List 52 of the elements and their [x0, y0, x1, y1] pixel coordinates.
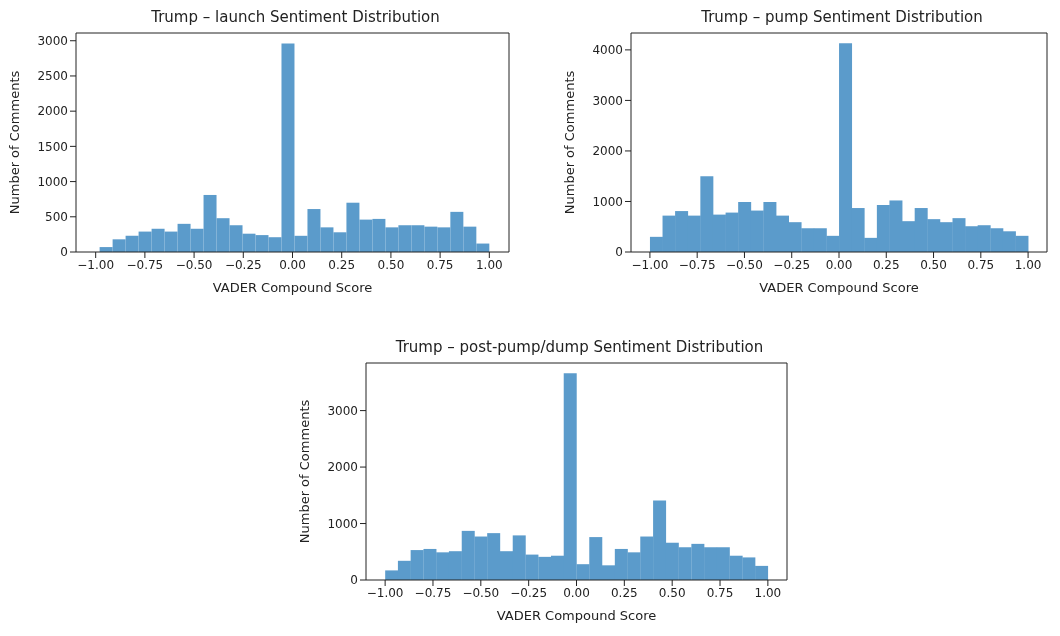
y-tick-label: 1000 [37, 174, 68, 189]
x-tick-label: 0.75 [967, 257, 995, 272]
x-tick-label: 0.50 [920, 257, 947, 272]
y-tick-label: 0 [615, 245, 623, 260]
x-tick-label: 0.25 [328, 257, 356, 272]
y-tick-label: 4000 [592, 43, 623, 58]
y-axis-title: Number of Comments [6, 70, 22, 215]
y-tick-label: 0 [350, 573, 358, 588]
x-tick-label: 0.50 [377, 257, 405, 272]
x-tick-label: 0.75 [706, 585, 734, 600]
x-tick-label: 0.75 [426, 257, 454, 272]
chart-title: Trump – launch Sentiment Distribution [150, 8, 441, 28]
y-tick-label: 1000 [327, 516, 358, 531]
x-tick-label: −1.00 [366, 585, 404, 600]
x-tick-label: 0.25 [610, 585, 638, 600]
x-tick-label: −0.50 [175, 257, 213, 272]
x-tick-label: 1.00 [754, 585, 782, 600]
y-tick-label: 1000 [592, 194, 623, 209]
y-tick-label: 2000 [327, 460, 358, 475]
x-tick-label: −0.75 [126, 257, 164, 272]
x-tick-label: −1.00 [631, 257, 669, 272]
x-tick-label: 0.00 [279, 257, 306, 272]
x-tick-label: −1.00 [77, 257, 115, 272]
y-tick-label: 0 [60, 245, 68, 260]
x-tick-label: 0.00 [563, 585, 590, 600]
y-tick-label: 3000 [327, 403, 358, 418]
x-tick-label: 0.25 [872, 257, 900, 272]
y-axis-title: Number of Comments [561, 70, 577, 215]
y-tick-label: 2000 [37, 104, 68, 119]
x-tick-label: −0.25 [510, 585, 548, 600]
y-tick-label: 3000 [37, 34, 68, 49]
y-axis-title: Number of Comments [296, 399, 312, 544]
x-tick-label: 0.50 [658, 585, 686, 600]
x-tick-label: 1.00 [1014, 257, 1042, 272]
x-tick-label: −0.75 [678, 257, 716, 272]
x-tick-label: −0.75 [414, 585, 452, 600]
x-tick-label: −0.25 [773, 257, 811, 272]
y-tick-label: 2500 [37, 69, 68, 84]
y-tick-label: 2000 [592, 144, 623, 159]
x-axis-title: VADER Compound Score [759, 280, 919, 295]
y-tick-label: 3000 [592, 93, 623, 108]
x-tick-label: 1.00 [475, 257, 503, 272]
chart-title: Trump – post-pump/dump Sentiment Distribution [394, 338, 765, 358]
x-tick-label: 0.00 [825, 257, 853, 272]
x-axis-title: VADER Compound Score [212, 280, 373, 295]
y-tick-label: 500 [45, 210, 68, 225]
chart-title: Trump – pump Sentiment Distribution [700, 8, 984, 28]
x-tick-label: −0.50 [462, 585, 500, 600]
y-tick-label: 1500 [37, 139, 68, 154]
x-tick-label: −0.25 [224, 257, 262, 272]
x-tick-label: −0.50 [726, 257, 763, 272]
x-axis-title: VADER Compound Score [496, 608, 657, 623]
